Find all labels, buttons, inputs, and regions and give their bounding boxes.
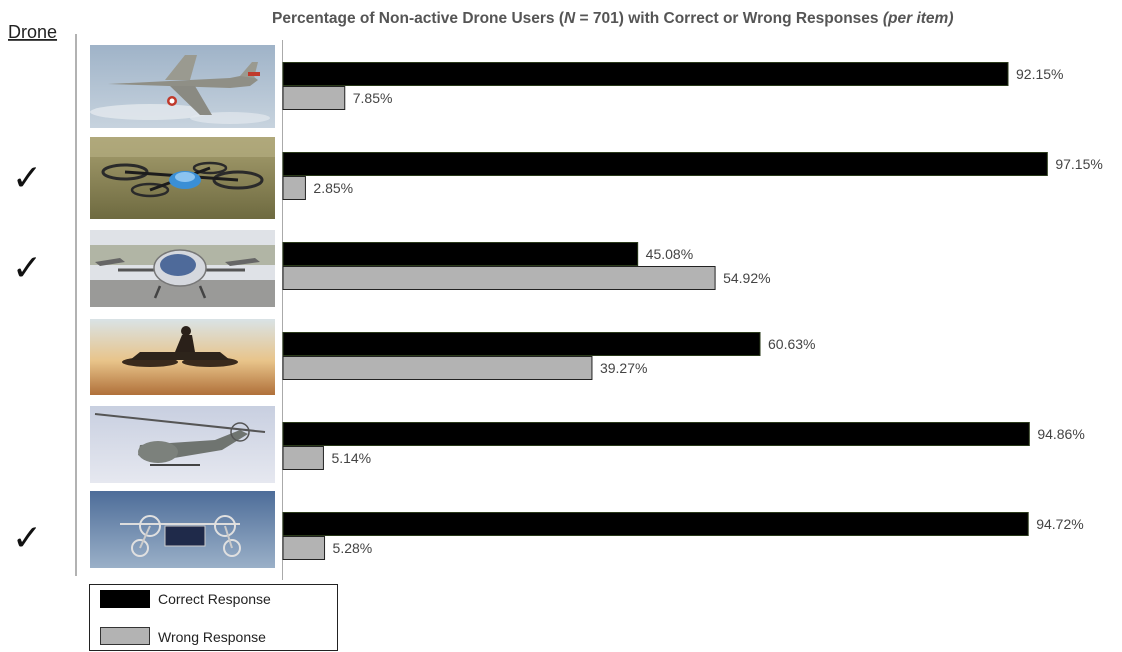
value-label-wrong-6: 5.28% <box>333 540 373 556</box>
value-label-wrong-2: 2.85% <box>313 180 353 196</box>
legend-label-wrong: Wrong Response <box>158 629 266 645</box>
legend-swatch-correct <box>100 590 150 608</box>
bar-wrong-6 <box>282 536 326 560</box>
legend-label-correct: Correct Response <box>158 591 271 607</box>
chart-title: Percentage of Non-active Drone Users (N … <box>272 10 953 27</box>
drone-image-cargo-vtol <box>90 491 275 568</box>
value-label-correct-2: 97.15% <box>1055 156 1102 172</box>
bar-wrong-1 <box>282 86 346 110</box>
value-label-correct-3: 45.08% <box>646 246 693 262</box>
bar-wrong-4 <box>282 356 593 380</box>
drone-image-hoverbike <box>90 319 275 395</box>
value-label-wrong-5: 5.14% <box>331 450 371 466</box>
bar-wrong-5 <box>282 446 324 470</box>
checkmarks-layer: ✓ ✓ ✓ <box>12 158 42 559</box>
value-label-correct-5: 94.86% <box>1037 426 1084 442</box>
value-label-wrong-4: 39.27% <box>600 360 647 376</box>
drone-image-fighter-jet <box>90 45 275 128</box>
bar-correct-2 <box>282 152 1048 176</box>
bar-correct-3 <box>282 242 639 266</box>
drone-image-helicopter <box>90 406 275 483</box>
bar-wrong-3 <box>282 266 716 290</box>
check-icon-2: ✓ <box>12 158 42 199</box>
bar-correct-1 <box>282 62 1009 86</box>
bar-correct-5 <box>282 422 1030 446</box>
bars-layer <box>282 62 1048 560</box>
value-label-wrong-1: 7.85% <box>353 90 393 106</box>
value-labels-layer: 92.15% 7.85% 97.15% 2.85% 45.08% 54.92% 60.63%… <box>313 66 1102 556</box>
legend: Correct Response Wrong Response <box>89 584 338 651</box>
value-label-correct-4: 60.63% <box>768 336 815 352</box>
bar-correct-4 <box>282 332 761 356</box>
value-label-correct-1: 92.15% <box>1016 66 1063 82</box>
row-header-drone: Drone <box>8 22 57 42</box>
check-icon-3: ✓ <box>12 248 42 289</box>
bar-wrong-2 <box>282 176 306 200</box>
drone-image-passenger-drone <box>90 230 275 307</box>
value-label-wrong-3: 54.92% <box>723 270 770 286</box>
value-label-correct-6: 94.72% <box>1036 516 1083 532</box>
bar-correct-6 <box>282 512 1029 536</box>
drone-image-quadcopter <box>90 137 275 219</box>
legend-swatch-wrong <box>100 627 150 645</box>
check-icon-6: ✓ <box>12 518 42 559</box>
